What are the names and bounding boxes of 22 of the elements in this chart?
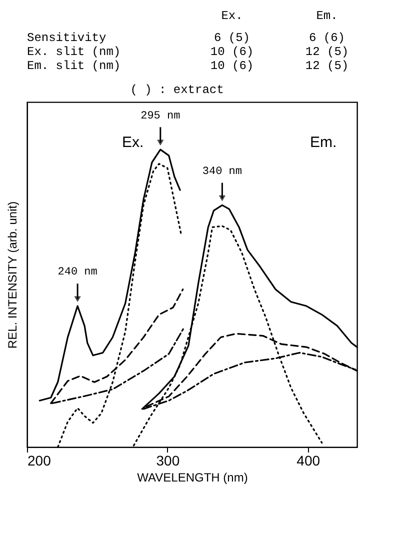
text: Ex. slit (nm) bbox=[27, 45, 121, 59]
x-tick-label: 400 bbox=[296, 452, 320, 468]
text: ( ) : extract bbox=[130, 83, 224, 97]
annotation: Ex. bbox=[122, 134, 144, 151]
annotation: Em. bbox=[310, 134, 337, 151]
text: 6 (5) bbox=[214, 31, 250, 45]
annotation: 240 nm bbox=[58, 266, 98, 279]
y-axis-title: REL. INTENSITY (arb. unit) bbox=[6, 201, 20, 349]
text: Sensitivity bbox=[27, 31, 106, 45]
annotation: 340 nm bbox=[202, 166, 242, 178]
x-tick-label: 300 bbox=[156, 452, 180, 468]
text: 12 (5) bbox=[305, 59, 349, 73]
text: 10 (6) bbox=[210, 45, 254, 59]
text: 6 (6) bbox=[308, 31, 346, 45]
x-tick-label: 200 bbox=[28, 452, 52, 468]
x-axis-title: WAVELENGTH (nm) bbox=[137, 470, 248, 484]
annotation: 295 nm bbox=[140, 110, 181, 122]
text: 10 (6) bbox=[210, 59, 254, 73]
text: Ex. bbox=[221, 9, 243, 23]
text: Em. bbox=[316, 9, 338, 23]
text: Em. slit (nm) bbox=[27, 59, 121, 73]
text: 12 (5) bbox=[305, 45, 349, 59]
